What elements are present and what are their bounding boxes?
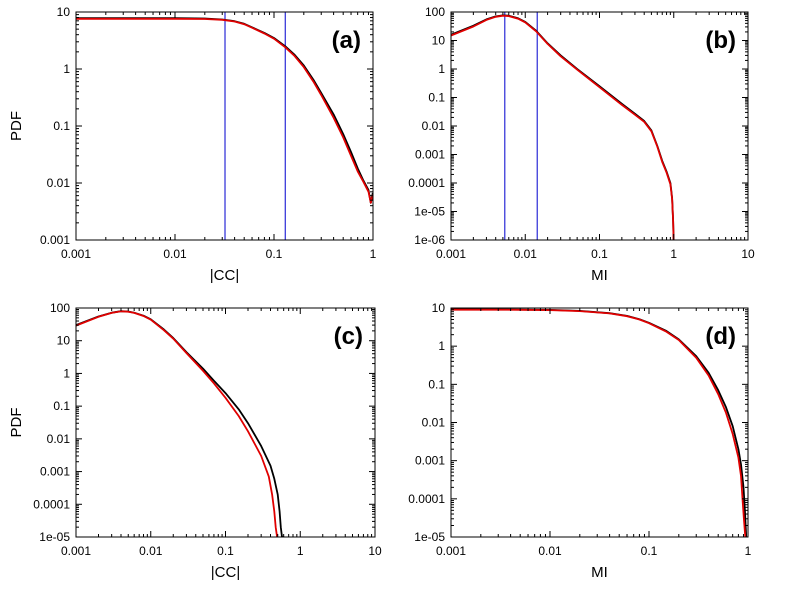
y-axis-label-a: PDF — [8, 111, 25, 141]
y-tick-label-c: 100 — [50, 301, 70, 315]
chart-panel-d: 0.001 0.01 0.1 1 1e-05 0.0001 0.001 0.01 0.1 1 10 (… — [408, 301, 751, 581]
panel-label-a: (a) — [332, 27, 361, 54]
plot-frame-d — [450, 307, 749, 538]
x-tick-label-a: 0.001 — [61, 247, 91, 261]
y-tick-label-d: 1 — [438, 339, 445, 353]
y-tick-label-c: 0.1 — [53, 399, 70, 413]
x-tick-label-c: 0.01 — [139, 544, 163, 558]
y-tick-label-b: 0.01 — [422, 119, 446, 133]
y-tick-label-d: 1e-05 — [414, 530, 445, 544]
y-tick-label-c: 0.01 — [47, 432, 71, 446]
x-tick-label-b: 0.01 — [514, 247, 538, 261]
x-tick-label-a: 0.01 — [163, 247, 187, 261]
y-tick-label-b: 100 — [425, 5, 445, 19]
series-black-a — [76, 17, 373, 204]
y-tick-label-b: 0.1 — [428, 91, 445, 105]
x-tick-label-b: 1 — [670, 247, 677, 261]
x-axis-label-c: |CC| — [211, 564, 240, 581]
x-tick-label-c: 1 — [297, 544, 304, 558]
y-tick-label-b: 0.001 — [415, 148, 445, 162]
series-red-b — [451, 14, 675, 240]
y-tick-label-a: 0.001 — [40, 233, 70, 247]
x-tick-label-c: 0.1 — [217, 544, 234, 558]
series-red-c — [76, 310, 278, 537]
plot-frame-c — [75, 307, 376, 538]
y-tick-label-b: 1 — [438, 62, 445, 76]
panel-label-c: (c) — [334, 323, 363, 350]
y-tick-label-b: 0.0001 — [408, 176, 445, 190]
y-tick-label-c: 1e-05 — [39, 530, 70, 544]
chart-panel-c: 0.001 0.01 0.1 1 10 1e-05 0.0001 0.001 0.01 0.1 1 1… — [8, 301, 382, 581]
x-tick-label-c: 0.001 — [61, 544, 91, 558]
x-tick-label-b: 10 — [741, 247, 755, 261]
x-tick-label-b: 0.001 — [436, 247, 466, 261]
y-tick-label-d: 0.001 — [415, 454, 445, 468]
x-axis-label-a: |CC| — [210, 267, 239, 284]
y-tick-label-b: 10 — [432, 34, 446, 48]
x-axis-label-b: MI — [591, 267, 608, 284]
y-axis-label-c: PDF — [8, 408, 25, 438]
x-tick-label-d: 0.1 — [641, 544, 658, 558]
series-black-b — [451, 14, 675, 240]
chart-panel-b: 0.001 0.01 0.1 1 10 1e-06 1e-05 0.0001 0.001 0.01… — [408, 5, 755, 284]
y-tick-label-c: 0.001 — [40, 465, 70, 479]
y-tick-label-c: 10 — [57, 334, 71, 348]
y-tick-label-c: 1 — [63, 366, 70, 380]
x-tick-label-b: 0.1 — [591, 247, 608, 261]
series-black-d — [451, 308, 748, 537]
y-tick-label-d: 0.0001 — [408, 492, 445, 506]
x-axis-label-d: MI — [591, 564, 608, 581]
x-tick-label-d: 0.01 — [538, 544, 562, 558]
x-tick-label-d: 1 — [745, 544, 752, 558]
panel-label-b: (b) — [705, 27, 736, 54]
x-tick-label-c: 10 — [368, 544, 382, 558]
plot-frame-b — [450, 11, 749, 241]
x-tick-label-a: 1 — [370, 247, 377, 261]
y-tick-label-d: 0.01 — [422, 416, 446, 430]
x-tick-label-a: 0.1 — [266, 247, 283, 261]
y-tick-label-b: 1e-06 — [414, 233, 445, 247]
panel-label-d: (d) — [705, 323, 736, 350]
y-tick-label-a: 0.01 — [47, 176, 71, 190]
x-tick-label-d: 0.001 — [436, 544, 466, 558]
y-tick-label-a: 0.1 — [53, 119, 70, 133]
series-red-a — [76, 17, 373, 204]
y-tick-label-c: 0.0001 — [33, 497, 70, 511]
series-red-d — [451, 308, 747, 537]
chart-panel-a: 0.001 0.01 0.1 1 0.001 0.01 0.1 1 10 (a) |CC| PDF — [8, 5, 377, 284]
y-tick-label-d: 10 — [432, 301, 446, 315]
y-tick-label-b: 1e-05 — [414, 205, 445, 219]
y-tick-label-d: 0.1 — [428, 377, 445, 391]
y-tick-label-a: 10 — [57, 5, 71, 19]
y-tick-label-a: 1 — [63, 62, 70, 76]
